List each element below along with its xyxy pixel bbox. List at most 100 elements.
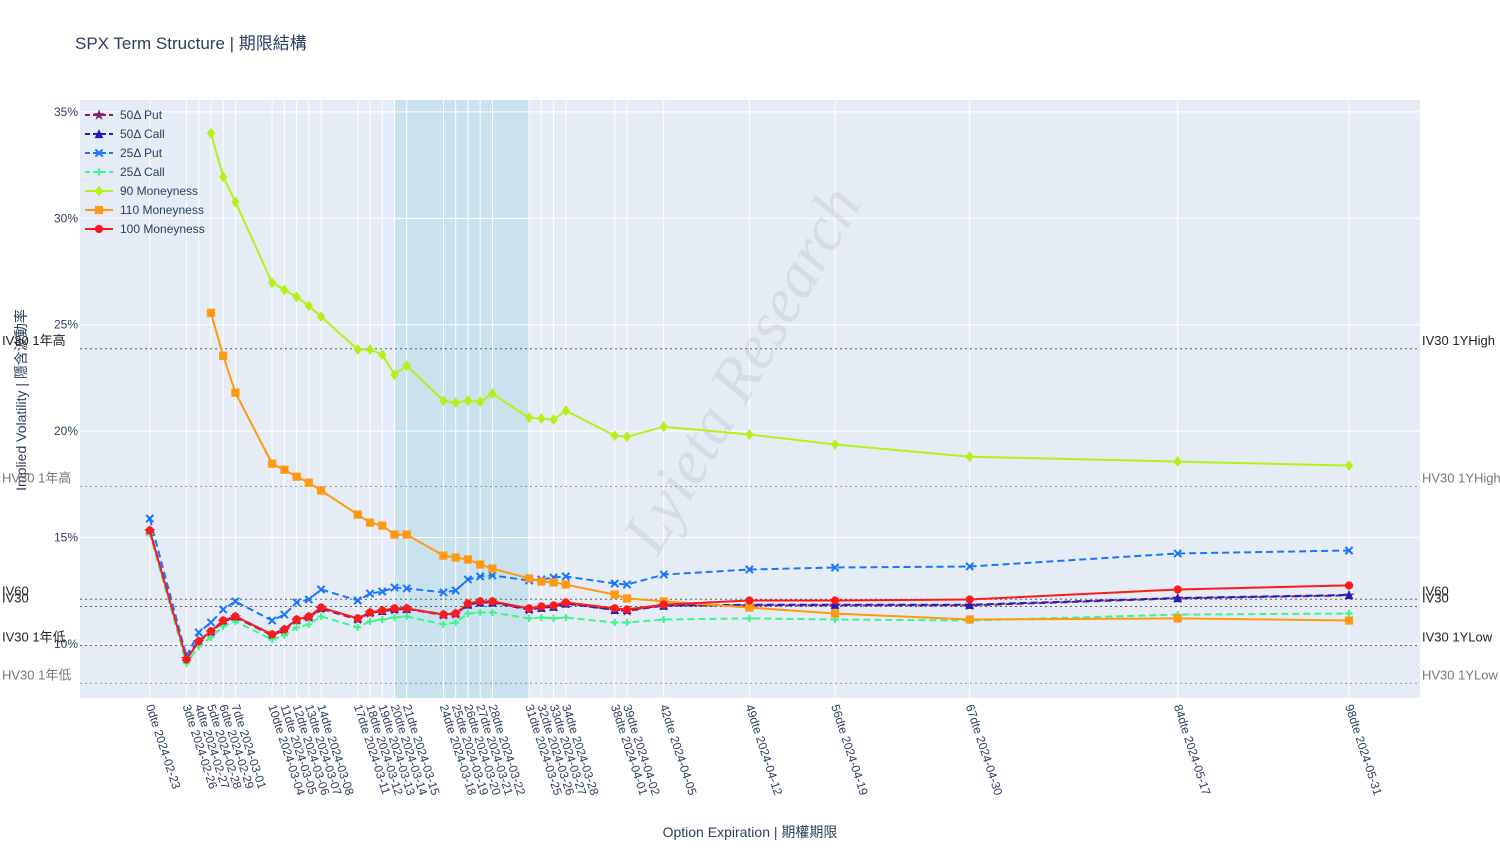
data-point bbox=[463, 599, 473, 608]
data-point bbox=[219, 616, 228, 625]
data-point bbox=[659, 421, 668, 433]
data-point bbox=[439, 620, 448, 628]
data-point bbox=[610, 579, 620, 588]
data-point bbox=[623, 618, 631, 627]
data-point bbox=[524, 412, 534, 424]
data-point bbox=[402, 360, 411, 371]
x-tick-label: 84dte 2024-05-17 bbox=[1171, 703, 1214, 798]
data-point bbox=[463, 575, 473, 584]
data-point bbox=[292, 615, 301, 624]
data-point bbox=[403, 612, 411, 621]
data-point bbox=[965, 600, 975, 609]
data-point bbox=[365, 608, 375, 617]
data-point bbox=[365, 344, 375, 356]
data-point bbox=[549, 601, 558, 610]
y-tick-label: 10% bbox=[54, 637, 78, 651]
data-point bbox=[292, 291, 301, 303]
data-point bbox=[475, 396, 485, 408]
data-point bbox=[280, 625, 289, 634]
data-point bbox=[304, 595, 314, 604]
data-point bbox=[488, 597, 497, 606]
legend-label: 110 Moneyness bbox=[120, 203, 204, 217]
data-point bbox=[292, 598, 301, 607]
data-point bbox=[206, 308, 216, 317]
data-point bbox=[965, 451, 974, 463]
data-point bbox=[1173, 593, 1183, 603]
data-point bbox=[1173, 549, 1183, 558]
data-point bbox=[231, 388, 240, 397]
data-point bbox=[622, 605, 632, 614]
data-point bbox=[1344, 590, 1354, 600]
data-point bbox=[194, 637, 203, 646]
data-point bbox=[206, 618, 216, 627]
data-point bbox=[268, 459, 277, 468]
data-point bbox=[218, 171, 228, 183]
data-point bbox=[659, 600, 668, 609]
data-point bbox=[610, 590, 619, 599]
data-point bbox=[488, 388, 497, 400]
data-point bbox=[622, 431, 632, 443]
data-point bbox=[218, 605, 228, 614]
reference-label: HV30 1YHigh bbox=[1422, 470, 1500, 485]
data-point bbox=[402, 584, 412, 593]
data-point bbox=[377, 587, 387, 596]
x-tick-label: 67dte 2024-04-30 bbox=[963, 703, 1006, 798]
data-point bbox=[611, 618, 619, 627]
reference-label: IV30 bbox=[2, 590, 29, 605]
data-point bbox=[267, 277, 277, 289]
data-point bbox=[390, 530, 399, 539]
data-point bbox=[464, 609, 472, 618]
data-point bbox=[316, 585, 326, 594]
y-tick-label: 15% bbox=[54, 531, 78, 545]
data-point bbox=[304, 612, 313, 621]
reference-label: IV30 1YLow bbox=[1422, 629, 1493, 644]
data-point bbox=[965, 562, 974, 571]
data-point bbox=[488, 564, 497, 573]
data-point bbox=[830, 609, 840, 618]
y-tick-label: 25% bbox=[54, 318, 78, 332]
chart-title: SPX Term Structure | 期限結構 bbox=[75, 34, 307, 53]
data-point bbox=[390, 369, 399, 381]
legend-marker bbox=[94, 205, 104, 215]
data-point bbox=[304, 478, 313, 487]
data-point bbox=[525, 604, 534, 613]
data-point bbox=[1173, 585, 1182, 594]
data-point bbox=[451, 397, 460, 409]
reference-label: IV30 1YHigh bbox=[1422, 333, 1495, 348]
x-tick-label: 42dte 2024-04-05 bbox=[657, 703, 700, 798]
data-point bbox=[537, 602, 546, 611]
data-point bbox=[965, 615, 974, 624]
x-tick-label: 98dte 2024-05-31 bbox=[1342, 703, 1385, 798]
reference-label: HV30 1年低 bbox=[2, 667, 71, 682]
data-point bbox=[463, 395, 473, 407]
data-point bbox=[390, 583, 399, 592]
data-point bbox=[622, 594, 632, 603]
data-point bbox=[145, 526, 154, 535]
data-point bbox=[378, 615, 386, 624]
data-point bbox=[476, 560, 485, 569]
data-point bbox=[402, 530, 411, 539]
data-point bbox=[1345, 609, 1353, 618]
data-point bbox=[378, 349, 387, 361]
legend-label: 25Δ Put bbox=[120, 146, 163, 160]
data-point bbox=[267, 616, 277, 625]
data-point bbox=[316, 311, 326, 323]
data-point bbox=[451, 609, 460, 618]
series bbox=[145, 514, 1354, 661]
data-point bbox=[194, 628, 204, 637]
data-point bbox=[231, 196, 240, 208]
data-point bbox=[561, 598, 570, 607]
data-point bbox=[659, 570, 669, 579]
data-point bbox=[475, 572, 485, 581]
data-point bbox=[280, 284, 289, 296]
data-point bbox=[231, 597, 240, 606]
data-point bbox=[1344, 581, 1354, 590]
data-point bbox=[549, 614, 558, 623]
y-tick-label: 30% bbox=[54, 211, 78, 225]
data-point bbox=[378, 606, 387, 615]
x-axis-title: Option Expiration | 期權期限 bbox=[663, 824, 838, 840]
data-point bbox=[439, 610, 448, 619]
data-point bbox=[439, 395, 448, 407]
